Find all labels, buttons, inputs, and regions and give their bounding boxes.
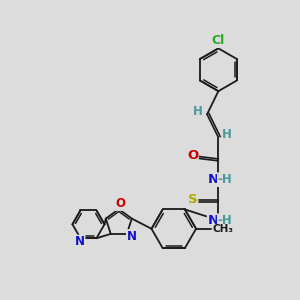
Text: H: H (193, 105, 203, 118)
Text: O: O (115, 197, 125, 210)
Text: N: N (127, 230, 136, 243)
Text: CH₃: CH₃ (212, 224, 233, 234)
Text: -H: -H (218, 214, 232, 227)
Text: N: N (207, 173, 219, 186)
Text: -H: -H (218, 173, 232, 186)
Text: N: N (75, 235, 85, 248)
Text: S: S (188, 194, 197, 206)
Text: H: H (222, 128, 232, 141)
Text: N: N (207, 214, 219, 227)
Text: Cl: Cl (212, 34, 225, 47)
Text: O: O (187, 149, 198, 162)
